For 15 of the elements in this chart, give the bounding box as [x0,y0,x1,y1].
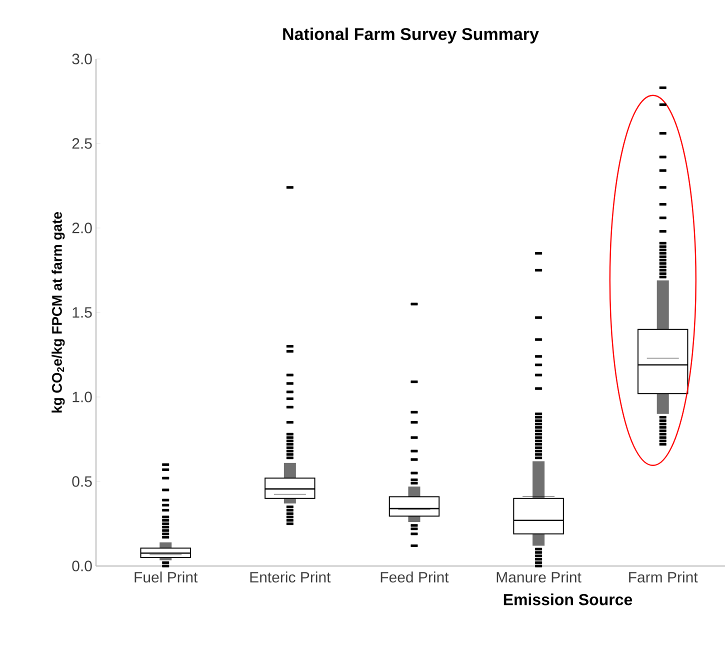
y-axis-title: kg CO$_{2}$e/kg FPCM at farm gate [52,212,65,413]
chart-title: National Farm Survey Summary [283,28,539,44]
x-tick-label: Feed Print [380,572,449,583]
y-tick-label: 2.5 [72,138,92,149]
y-tick-label: 0.0 [72,560,92,572]
y-tick-label: 1.5 [72,307,92,318]
y-tick-label: 3.0 [72,54,92,64]
x-tick-label: Manure Print [496,572,582,583]
x-tick-label: Farm Print [629,572,698,583]
x-axis-title: Emission Source [504,594,632,606]
y-tick-label: 1.0 [72,392,92,402]
x-tick-label: Fuel Print [134,572,198,583]
y-tick-label: 2.0 [72,222,92,234]
x-tick-label: Enteric Print [250,572,331,583]
y-tick-label: 0.5 [72,476,92,487]
